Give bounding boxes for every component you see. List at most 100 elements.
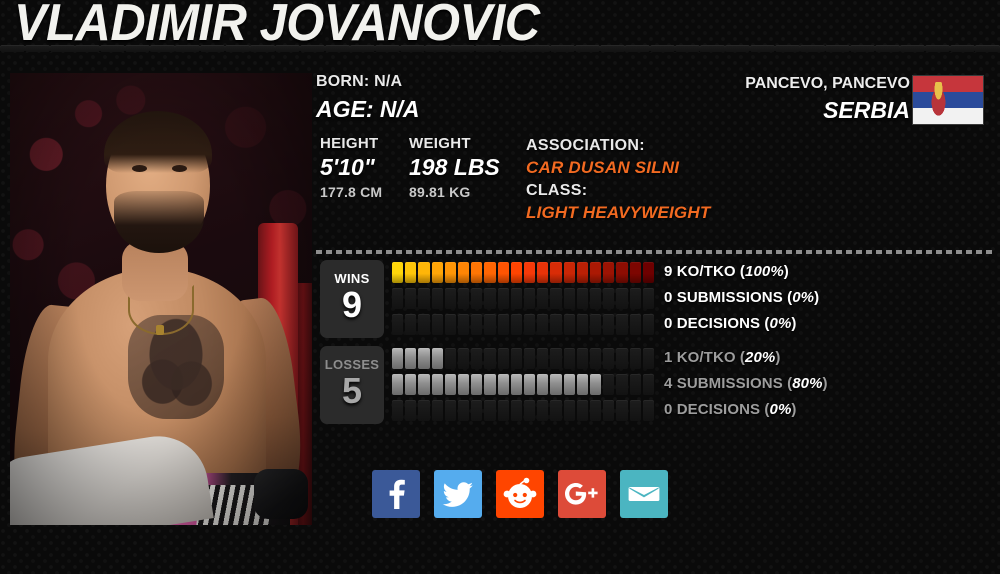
class-value: LIGHT HEAVYWEIGHT xyxy=(526,203,711,222)
underline-dash xyxy=(225,45,250,52)
record-bar-segment xyxy=(458,288,470,309)
record-bar-track xyxy=(392,348,655,369)
height-label: HEIGHT xyxy=(320,135,379,152)
record-bar-segment xyxy=(418,262,430,283)
record-bar-segment xyxy=(603,400,615,421)
association-label: ASSOCIATION: xyxy=(526,137,645,154)
record-stat-percent: 0% xyxy=(792,289,815,306)
origin-country: SERBIA xyxy=(823,97,910,123)
reddit-share-button[interactable] xyxy=(496,470,544,518)
record-bar-segment xyxy=(392,262,404,283)
record-bar-segment xyxy=(576,400,589,421)
flag-coat-of-arms xyxy=(928,81,950,118)
record-section: WINS 9 9 KO/TKO (100%) 0 SUBMISSIONS (0%)… xyxy=(316,260,992,432)
weight-column: WEIGHT 198 LBS 89.81 KG xyxy=(409,135,500,200)
record-bar-segment xyxy=(497,288,509,309)
record-bar-segment xyxy=(629,314,641,335)
underline-dash xyxy=(875,45,900,52)
record-bar-segment xyxy=(418,288,430,309)
record-bar-segment xyxy=(471,288,483,309)
record-bar-segment xyxy=(537,288,549,309)
record-bar-segment xyxy=(616,348,628,369)
record-bar-segment xyxy=(484,288,496,309)
record-bar-segment xyxy=(510,374,523,395)
record-bar-segment xyxy=(590,400,602,421)
record-bar-segment xyxy=(629,374,641,395)
record-bar-segment xyxy=(642,374,655,395)
record-bar-segment xyxy=(458,348,470,369)
underline-dash xyxy=(725,45,750,52)
record-row: 0 DECISIONS (0%) xyxy=(392,398,992,424)
underline-dash xyxy=(25,45,50,52)
twitter-share-button[interactable] xyxy=(434,470,482,518)
googleplus-share-button[interactable] xyxy=(558,470,606,518)
record-bar-segment xyxy=(537,262,549,283)
record-stat-percent: 0% xyxy=(769,401,792,418)
record-bar-track xyxy=(392,288,655,309)
underline-dash xyxy=(275,45,300,52)
losses-rows: 1 KO/TKO (20%) 4 SUBMISSIONS (80%) 0 DECIS… xyxy=(392,346,992,424)
record-bar-segment xyxy=(484,314,496,335)
record-bar-segment xyxy=(590,348,602,369)
class-label: CLASS: xyxy=(526,182,588,199)
record-bar-segment xyxy=(563,314,575,335)
record-bar-segment xyxy=(590,374,602,395)
wins-label: WINS xyxy=(334,271,370,286)
record-stat-text: 0 DECISIONS (0%) xyxy=(664,315,797,332)
underline-dash xyxy=(900,45,925,52)
wins-count: 9 xyxy=(341,284,363,325)
record-bar-segment xyxy=(537,400,549,421)
record-stat-text: 0 DECISIONS (0%) xyxy=(664,401,797,418)
record-bar-segment xyxy=(510,262,523,283)
record-bar-segment xyxy=(524,288,536,309)
record-bar-segment xyxy=(405,400,417,421)
wins-rows: 9 KO/TKO (100%) 0 SUBMISSIONS (0%) 0 DECIS… xyxy=(392,260,992,338)
underline-dash xyxy=(175,45,200,52)
record-bar-segment xyxy=(458,400,470,421)
record-bar-segment xyxy=(550,288,562,309)
underline-dash xyxy=(550,45,575,52)
record-bar-segment xyxy=(616,262,628,283)
record-bar-segment xyxy=(590,314,602,335)
record-bar-segment xyxy=(524,262,536,283)
record-bar-segment xyxy=(418,314,430,335)
record-bar-segment xyxy=(550,262,562,283)
underline-dash xyxy=(775,45,800,52)
record-bar-segment xyxy=(524,400,536,421)
record-bar-segment xyxy=(444,374,457,395)
record-bar-segment xyxy=(510,314,523,335)
record-bar-segment xyxy=(616,314,628,335)
record-bar-segment xyxy=(524,374,536,395)
underline-dash xyxy=(450,45,475,52)
underline-dash xyxy=(975,45,1000,52)
record-bar-segment xyxy=(444,400,457,421)
record-bar-segment xyxy=(405,374,417,395)
underline-dash xyxy=(825,45,850,52)
origin-block: PANCEVO, PANCEVO SERBIA xyxy=(592,73,992,125)
underline-dash xyxy=(125,45,150,52)
record-bar-segment xyxy=(550,348,562,369)
record-bar-segment xyxy=(550,374,562,395)
fighter-photo xyxy=(10,73,312,525)
record-bar-segment xyxy=(642,348,655,369)
underline-dash xyxy=(500,45,525,52)
record-stat-text: 9 KO/TKO (100%) xyxy=(664,263,789,280)
record-bar-segment xyxy=(392,374,404,395)
record-bar-segment xyxy=(484,374,496,395)
underline-dash xyxy=(400,45,425,52)
underline-dash xyxy=(750,45,775,52)
underline-dash xyxy=(250,45,275,52)
underline-dash xyxy=(600,45,625,52)
email-share-button[interactable] xyxy=(620,470,668,518)
record-bar-segment xyxy=(405,262,417,283)
record-bar-segment xyxy=(471,400,483,421)
record-bar-segment xyxy=(550,314,562,335)
underline-dash xyxy=(700,45,725,52)
facebook-share-button[interactable] xyxy=(372,470,420,518)
record-bar-segment xyxy=(497,400,509,421)
record-bar-segment xyxy=(629,400,641,421)
record-bar-segment xyxy=(431,400,443,421)
underline-dash xyxy=(525,45,550,52)
record-bar-segment xyxy=(576,288,589,309)
